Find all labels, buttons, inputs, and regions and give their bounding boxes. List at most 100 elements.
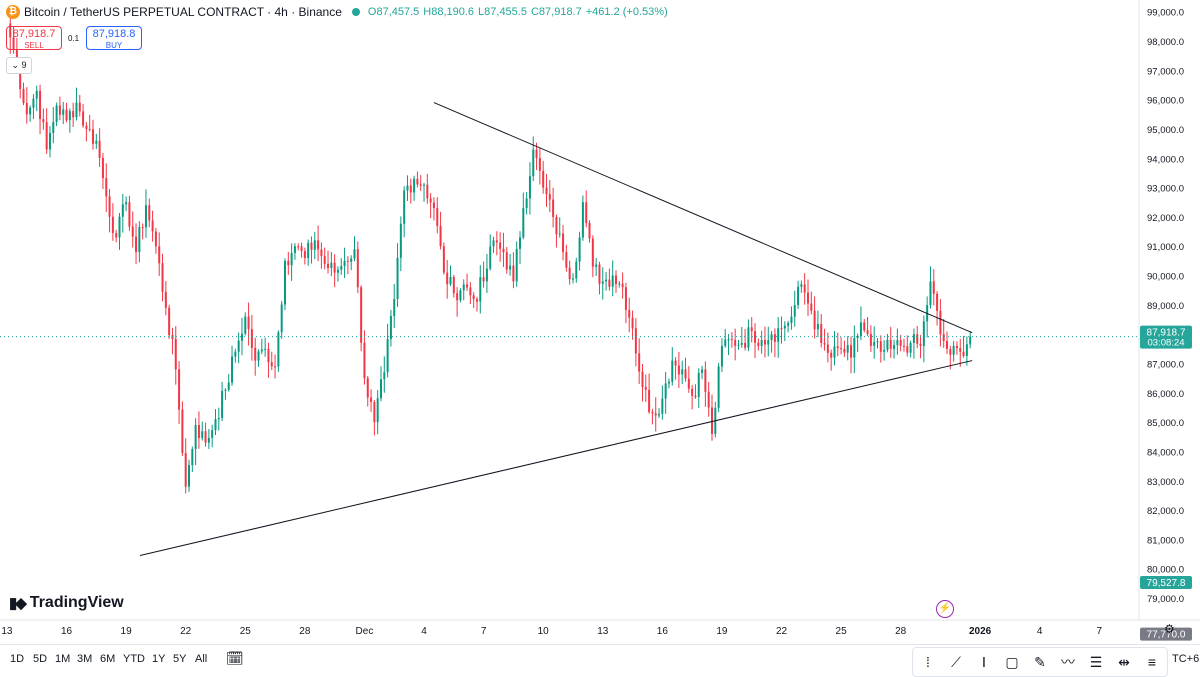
trendline-tool-icon[interactable]: ⟋ bbox=[951, 653, 961, 670]
pattern-tool-icon[interactable]: 〰 bbox=[1061, 654, 1075, 670]
candle-body-up bbox=[896, 340, 899, 346]
candle-body-down bbox=[469, 287, 472, 296]
candle-body-up bbox=[449, 276, 452, 285]
candle-body-up bbox=[343, 260, 346, 267]
candle-body-down bbox=[131, 226, 134, 237]
candle-body-down bbox=[674, 360, 677, 366]
range-5d[interactable]: 5D bbox=[33, 653, 48, 665]
symbol-title[interactable]: Bitcoin / TetherUS PERPETUAL CONTRACT · … bbox=[24, 5, 342, 19]
price-tick-label: 93,000.0 bbox=[1147, 184, 1184, 195]
candle-body-up bbox=[737, 344, 740, 346]
range-6m[interactable]: 6M bbox=[100, 653, 116, 665]
candle-body-down bbox=[98, 140, 101, 159]
range-ytd[interactable]: YTD bbox=[123, 653, 145, 665]
calendar-icon[interactable]: 🗓 bbox=[226, 650, 244, 666]
price-tick-label: 80,000.0 bbox=[1147, 565, 1184, 576]
drawing-toolbar: ⁞ ⟋ Ⅰ ▢ ✎ 〰 ☰ ⇹ ≡ bbox=[912, 647, 1168, 677]
range-3m[interactable]: 3M bbox=[77, 653, 93, 665]
indicators-toggle[interactable]: ⌄ 9 bbox=[6, 57, 32, 74]
candle-body-down bbox=[432, 202, 435, 209]
price-tick-label: 98,000.0 bbox=[1147, 37, 1184, 48]
price-axis[interactable]: 99,000.0 98,000.0 97,000.0 96,000.0 95,000.0… bbox=[1147, 8, 1184, 605]
bar-countdown-label: 03:08:24 bbox=[1148, 338, 1185, 349]
candle-body-up bbox=[257, 351, 260, 361]
price-marker-label: 79,527.8 bbox=[1147, 578, 1186, 589]
brush-tool-icon[interactable]: ✎ bbox=[1034, 653, 1046, 670]
candle-body-up bbox=[952, 345, 955, 355]
range-1m[interactable]: 1M bbox=[55, 653, 71, 665]
price-tick-label: 96,000.0 bbox=[1147, 96, 1184, 107]
fib-tool-icon[interactable]: ☰ bbox=[1089, 653, 1103, 670]
time-tick-label: 2026 bbox=[969, 626, 992, 637]
candle-body-up bbox=[701, 369, 704, 373]
candle-body-down bbox=[327, 263, 330, 269]
gear-icon[interactable]: ⚙ bbox=[1164, 622, 1175, 636]
candle-body-down bbox=[9, 23, 12, 38]
candle-body-up bbox=[207, 437, 210, 443]
candle-body-up bbox=[283, 260, 286, 305]
candle-body-up bbox=[800, 284, 803, 287]
candle-body-down bbox=[204, 431, 207, 443]
price-tick-label: 87,000.0 bbox=[1147, 359, 1184, 370]
range-1y[interactable]: 1Y bbox=[152, 653, 166, 665]
candle-body-down bbox=[178, 369, 181, 410]
buy-price: 87,918.8 bbox=[92, 28, 136, 40]
chart-axes bbox=[0, 0, 1200, 621]
candle-body-down bbox=[363, 342, 366, 379]
candle-body-down bbox=[436, 208, 439, 226]
candle-body-down bbox=[866, 330, 869, 334]
candle-body-up bbox=[558, 233, 561, 235]
buy-button[interactable]: 87,918.8 BUY bbox=[86, 26, 142, 50]
candle-body-up bbox=[671, 360, 674, 382]
candle-body-down bbox=[111, 216, 114, 233]
candle-body-down bbox=[916, 334, 919, 344]
candle-body-down bbox=[651, 411, 654, 414]
spread-value: 0.1 bbox=[68, 34, 80, 43]
candle-body-down bbox=[763, 340, 766, 345]
candle-body-down bbox=[105, 178, 108, 197]
candle-body-up bbox=[575, 261, 578, 279]
candle-body-down bbox=[108, 196, 111, 217]
drag-handle-icon[interactable]: ⁞ bbox=[926, 654, 930, 670]
candle-body-down bbox=[962, 351, 965, 356]
candle-body-down bbox=[148, 205, 151, 221]
candle-body-up bbox=[191, 449, 194, 466]
measure-tool-icon[interactable]: ⇹ bbox=[1118, 653, 1130, 670]
price-chart[interactable]: 99,000.0 98,000.0 97,000.0 96,000.0 95,000.0… bbox=[0, 0, 1200, 644]
candle-body-down bbox=[499, 242, 502, 249]
range-all[interactable]: All bbox=[195, 653, 208, 665]
timezone-label[interactable]: TC+6 bbox=[1172, 653, 1200, 665]
candle-body-down bbox=[247, 316, 250, 330]
candle-body-down bbox=[250, 329, 253, 348]
candle-body-up bbox=[528, 176, 531, 199]
ohlc-open: O87,457.5 bbox=[367, 6, 420, 18]
candle-body-down bbox=[128, 202, 131, 227]
candle-body-up bbox=[876, 341, 879, 343]
candle-body-up bbox=[833, 346, 836, 358]
symbol-header[interactable]: ₿ Bitcoin / TetherUS PERPETUAL CONTRACT … bbox=[6, 5, 672, 19]
sell-button[interactable]: 87,918.7 SELL bbox=[6, 26, 62, 50]
time-tick-label: 7 bbox=[481, 626, 487, 637]
candle-body-down bbox=[889, 339, 892, 349]
text-tool-icon[interactable]: Ⅰ bbox=[981, 653, 987, 670]
price-marker-tag bbox=[1140, 576, 1192, 590]
candle-body-up bbox=[75, 102, 78, 118]
range-1d[interactable]: 1D bbox=[10, 653, 25, 665]
candle-body-down bbox=[416, 178, 419, 185]
time-axis[interactable]: 13 16 19 22 25 28 Dec 4 7 10 13 16 19 22 25 28 2026 4 7 bbox=[1, 626, 1102, 637]
candle-body-up bbox=[578, 237, 581, 262]
price-tick-label: 97,000.0 bbox=[1147, 66, 1184, 77]
more-tools-icon[interactable]: ≡ bbox=[1147, 654, 1157, 670]
price-markers: 87,918.703:08:24 79,527.8 77,770.0 bbox=[0, 325, 1192, 641]
candle-body-up bbox=[48, 133, 51, 150]
candle-body-down bbox=[843, 348, 846, 353]
rectangle-tool-icon[interactable]: ▢ bbox=[1005, 653, 1019, 670]
range-5y[interactable]: 5Y bbox=[173, 653, 187, 665]
candle-body-up bbox=[350, 258, 353, 262]
tradingview-logo[interactable]: ▮◆ TradingView bbox=[9, 594, 124, 612]
candle-body-down bbox=[502, 248, 505, 253]
trendlines-layer[interactable] bbox=[139, 102, 973, 556]
candle-body-down bbox=[734, 340, 737, 346]
price-tick-label: 94,000.0 bbox=[1147, 154, 1184, 165]
lightning-icon[interactable]: ⚡ bbox=[936, 600, 954, 618]
